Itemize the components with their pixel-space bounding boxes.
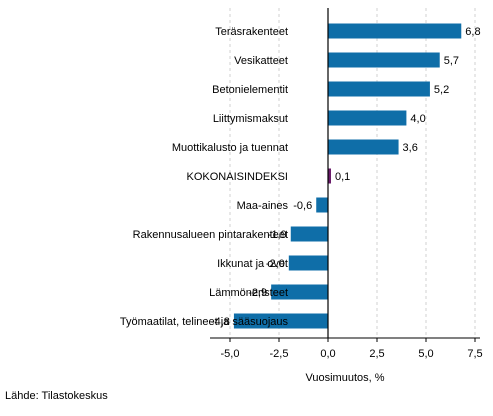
value-label: -4,8 [211,316,230,328]
category-label: Betonielementit [212,84,288,96]
category-label: Työmaatilat, telineet ja sääsuojaus [120,316,289,328]
x-tick-label: 2,5 [369,348,384,360]
bar [328,23,462,39]
bars [233,8,462,338]
category-label: Maa-aines [237,200,289,212]
value-labels: 6,8 5,7 5,2 4,0 3,6 0,1 -0,6 -1,9 -2,0 -2,9 -4,8 [211,26,481,328]
x-tick-label: 0,0 [320,348,335,360]
category-label: KOKONAISINDEKSI [187,171,288,183]
x-tick-label: 5,0 [418,348,433,360]
bar [328,81,430,97]
category-label: Teräsrakenteet [215,26,288,38]
value-label: 3,6 [403,142,418,154]
category-label: Vesikatteet [234,55,288,67]
bar [290,226,328,242]
x-tick-labels: -5,0 -2,5 0,0 2,5 5,0 7,5 [221,348,483,360]
bar [328,168,331,184]
value-label: -1,9 [268,229,287,241]
value-label: -0,6 [293,200,312,212]
source-note: Lähde: Tilastokeskus [5,390,108,402]
value-label: -2,9 [248,287,267,299]
value-label: 4,0 [410,113,425,125]
category-label: Lämmöneristeet [209,287,288,299]
bar [288,255,328,271]
value-label: -2,0 [266,258,285,270]
bar [328,52,440,68]
value-label: 5,7 [444,55,459,67]
category-label: Rakennusalueen pintarakenteet [133,229,288,241]
category-label: Liittymismaksut [213,113,288,125]
x-axis-label: Vuosimuutos, % [305,372,384,384]
bar [328,110,407,126]
x-tick-label: -5,0 [221,348,240,360]
value-label: 6,8 [465,26,480,38]
bar [328,139,399,155]
bar [316,197,328,213]
value-label: 5,2 [434,84,449,96]
category-label: Muottikalusto ja tuennat [172,142,288,154]
x-tick-label: 7,5 [467,348,482,360]
x-tick-label: -2,5 [270,348,289,360]
category-labels: Teräsrakenteet Vesikatteet Betonielementit… [120,26,289,328]
bar [271,284,328,300]
value-label: 0,1 [335,171,350,183]
category-label: Ikkunat ja ovet [217,258,288,270]
bar [233,313,328,329]
